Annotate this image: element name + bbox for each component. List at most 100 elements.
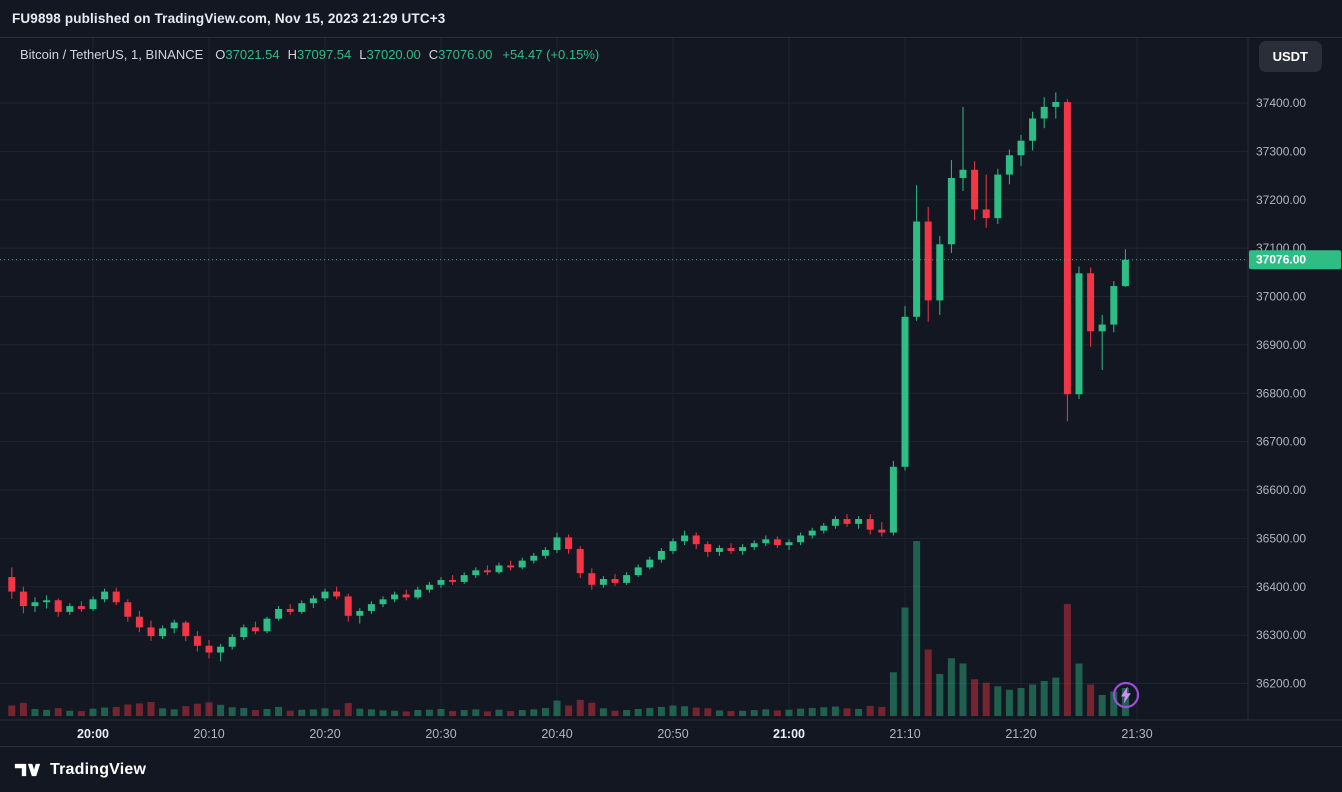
volume-bar (1110, 691, 1118, 716)
time-axis-label: 20:00 (77, 727, 109, 741)
candlestick-chart[interactable]: 37400.0037300.0037200.0037100.0037000.00… (0, 38, 1342, 746)
candle-body (1098, 324, 1106, 332)
volume-bar (135, 703, 143, 716)
candle-body (541, 549, 549, 556)
candle-body (831, 519, 839, 526)
candle-body (1052, 102, 1060, 107)
volume-bar (437, 709, 445, 716)
volume-bar (797, 708, 805, 716)
price-axis-label: 36300.00 (1256, 628, 1306, 642)
volume-bar (1087, 684, 1095, 716)
volume-bar (1075, 663, 1083, 716)
candle-body (31, 602, 39, 607)
candle-body (704, 544, 712, 552)
volume-bar (947, 658, 955, 716)
time-axis-label: 20:20 (309, 727, 340, 741)
candle-body (101, 591, 109, 600)
candle-body (367, 604, 375, 611)
volume-bar (472, 709, 480, 716)
candle-body (924, 221, 932, 301)
volume-bar (309, 709, 317, 716)
candle-body (785, 542, 793, 546)
volume-bar (971, 679, 979, 716)
candle-body (646, 559, 654, 568)
volume-bar (773, 710, 781, 716)
candle-body (599, 579, 607, 585)
volume-bar (449, 711, 457, 716)
candle-body (889, 466, 897, 533)
last-price-badge (1249, 250, 1341, 270)
candle-body (344, 596, 352, 616)
candle-body (565, 537, 573, 550)
volume-bar (507, 711, 515, 716)
volume-bar (692, 707, 700, 716)
volume-bar (228, 707, 236, 716)
volume-bar (878, 706, 886, 716)
price-axis-label: 36800.00 (1256, 386, 1306, 400)
volume-bar (820, 707, 828, 716)
candle-body (1110, 286, 1118, 325)
candle-body (391, 594, 399, 600)
volume-bar (1098, 695, 1106, 716)
candle-body (739, 547, 747, 551)
candle-body (820, 525, 828, 531)
volume-bar (727, 711, 735, 716)
time-axis-label: 21:20 (1005, 727, 1036, 741)
candle-body (1029, 118, 1037, 141)
volume-bar (425, 709, 433, 716)
candle-body (43, 600, 51, 603)
volume-bar (402, 711, 410, 716)
volume-bar (159, 708, 167, 716)
volume-bar (530, 709, 538, 716)
footer-bar: TradingView (0, 746, 1342, 792)
volume-bar (994, 686, 1002, 716)
publish-info-text: FU9898 published on TradingView.com, Nov… (12, 11, 446, 26)
volume-bar (599, 708, 607, 716)
tradingview-link[interactable]: TradingView (14, 761, 146, 779)
quote-currency-button[interactable]: USDT (1258, 41, 1322, 72)
volume-bar (913, 541, 921, 716)
volume-bar (193, 703, 201, 716)
candle-body (553, 537, 561, 550)
volume-bar (889, 672, 897, 716)
price-axis-label: 37200.00 (1256, 193, 1306, 207)
ohlc-high: H37097.54 (287, 47, 352, 62)
price-change: +54.47 (+0.15%) (502, 47, 600, 62)
volume-bar (217, 704, 225, 716)
ohlc-open: O37021.54 (215, 47, 280, 62)
volume-bar (982, 682, 990, 716)
candle-body (669, 541, 677, 551)
volume-bar (8, 705, 16, 716)
volume-bar (31, 709, 39, 716)
candle-body (623, 575, 631, 583)
candle-body (576, 549, 584, 574)
volume-bar (112, 706, 120, 716)
candle-body (727, 548, 735, 551)
volume-bar (77, 711, 85, 716)
symbol-title[interactable]: Bitcoin / TetherUS, 1, BINANCE (20, 47, 204, 62)
price-axis-label: 36700.00 (1256, 435, 1306, 449)
volume-bar (1052, 677, 1060, 716)
candle-body (901, 316, 909, 467)
candle-body (715, 548, 723, 552)
volume-bar (936, 674, 944, 716)
volume-bar (344, 703, 352, 716)
volume-bar (89, 708, 97, 716)
volume-bar (588, 702, 596, 716)
candle-body (530, 555, 538, 561)
candle-body (77, 606, 85, 610)
candle-body (634, 567, 642, 576)
time-axis-label: 20:30 (425, 727, 456, 741)
price-axis-label: 36200.00 (1256, 677, 1306, 691)
candle-body (217, 646, 225, 653)
volume-bar (669, 705, 677, 716)
candle-body (947, 177, 955, 245)
volume-bar (855, 709, 863, 716)
volume-bar (611, 710, 619, 716)
candle-body (936, 244, 944, 301)
candle-body (275, 609, 283, 619)
candle-body (124, 602, 132, 617)
candle-body (797, 535, 805, 543)
volume-bar (518, 710, 526, 716)
candle-body (913, 221, 921, 317)
